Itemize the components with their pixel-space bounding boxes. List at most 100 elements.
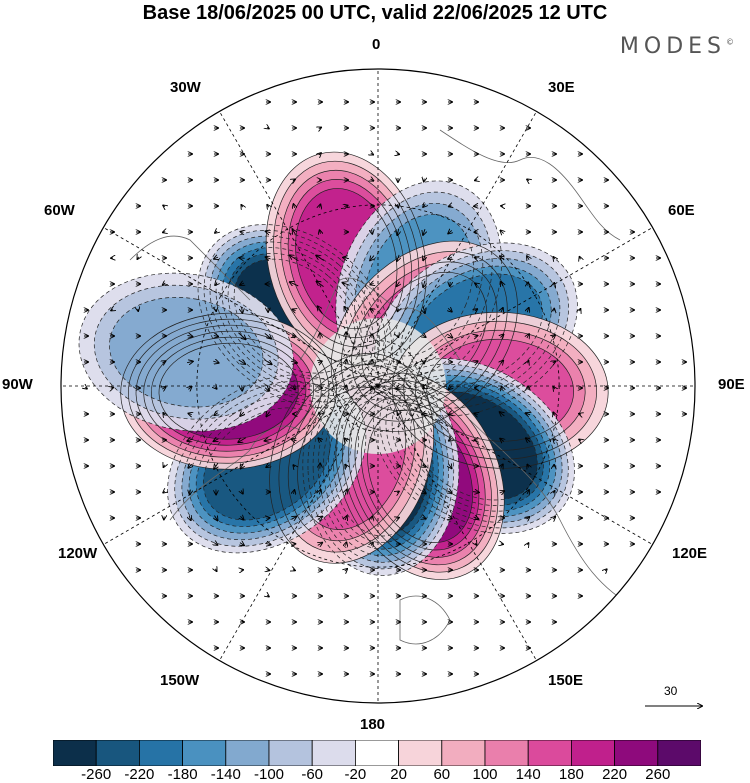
- colorbar-tick-label: -140: [210, 766, 241, 783]
- wind-vector: [372, 387, 373, 390]
- colorbar-tick-label: -100: [253, 766, 285, 783]
- wind-vector: [422, 413, 426, 414]
- wind-vector: [423, 387, 425, 388]
- colorbar-swatch: [398, 740, 443, 766]
- brand-mark: ©: [726, 37, 734, 47]
- wind-vector: [553, 491, 554, 493]
- wind-vector: [238, 332, 245, 340]
- wind-vector: [292, 439, 297, 440]
- wind-vector: [85, 387, 87, 388]
- wind-vector: [290, 361, 297, 363]
- wind-vector: [346, 386, 347, 390]
- colorbar-swatch: [441, 740, 486, 766]
- wind-vector: [294, 490, 295, 494]
- wind-vector: [474, 413, 477, 414]
- wind-vector: [398, 204, 399, 207]
- wind-vector: [345, 569, 347, 571]
- coastline: [439, 129, 621, 241]
- colorbar-tick-label: -260: [81, 766, 112, 783]
- wind-vector: [475, 180, 477, 181]
- wind-vector: [293, 230, 296, 235]
- longitude-label-120w: 120W: [58, 545, 98, 562]
- wind-vector: [527, 465, 528, 468]
- colorbar-swatch: [614, 740, 659, 766]
- wind-vector: [238, 437, 246, 443]
- colorbar: [53, 740, 701, 766]
- wind-vector: [422, 465, 425, 467]
- meridian-line: [219, 111, 379, 387]
- wind-vector: [397, 228, 398, 236]
- wind-vector: [501, 464, 503, 467]
- wind-vector: [188, 387, 191, 390]
- wind-vector: [449, 206, 452, 207]
- colorbar-swatch: [139, 740, 184, 766]
- wind-vector: [500, 256, 504, 260]
- wind-vector: [318, 517, 322, 520]
- wind-vector: [579, 439, 581, 440]
- colorbar-swatch: [182, 740, 227, 766]
- wind-vector: [345, 465, 347, 468]
- wind-vector: [372, 230, 373, 234]
- graticule: [61, 69, 695, 703]
- wind-vector: [475, 543, 476, 545]
- wind-vector: [423, 256, 425, 261]
- wind-vector: [342, 283, 350, 286]
- wind-vector: [398, 413, 399, 415]
- wind-vector: [579, 414, 581, 415]
- wind-vector: [293, 179, 295, 180]
- wind-vector: [293, 465, 294, 467]
- colorbar-tick-label: 100: [472, 766, 498, 783]
- longitude-label-120e: 120E: [672, 545, 708, 562]
- reference-vector-label: 30: [664, 684, 678, 698]
- longitude-label-180: 180: [360, 716, 386, 733]
- wind-vector: [526, 413, 530, 415]
- wind-vector: [137, 257, 138, 259]
- wind-vector: [214, 516, 217, 521]
- wind-vector: [188, 413, 191, 414]
- wind-vector: [239, 258, 245, 259]
- wind-vector: [397, 154, 399, 155]
- wind-vector: [343, 257, 350, 258]
- wind-vector: [266, 465, 270, 467]
- wind-vector: [319, 490, 320, 495]
- wind-vector: [448, 413, 451, 414]
- wind-vector: [371, 542, 373, 545]
- brand-text: MODES: [619, 34, 726, 59]
- wind-vector: [292, 517, 297, 520]
- wind-vector: [267, 595, 269, 596]
- wind-vector: [240, 516, 243, 519]
- wind-vector: [527, 179, 529, 180]
- wind-vector: [215, 543, 218, 545]
- colorbar-swatch: [53, 740, 97, 766]
- wind-vector: [163, 232, 165, 233]
- wind-vector: [346, 360, 347, 365]
- wind-vector: [448, 230, 452, 233]
- wind-vector: [267, 205, 269, 207]
- wind-vector: [448, 517, 452, 518]
- wind-vector: [214, 439, 219, 442]
- wind-vector: [318, 306, 323, 315]
- longitude-label-150w: 150W: [160, 672, 200, 689]
- wind-vector: [319, 413, 321, 415]
- wind-vector: [527, 490, 529, 494]
- wind-vector: [240, 543, 244, 546]
- colorbar-tick-label: -60: [301, 766, 324, 783]
- wind-vector: [474, 361, 477, 363]
- wind-vector: [267, 127, 269, 128]
- wind-vector: [397, 254, 399, 261]
- brand-logo: MODES©: [620, 34, 734, 59]
- wind-vector: [448, 464, 451, 469]
- wind-vector: [500, 230, 503, 233]
- wind-vector: [214, 336, 218, 337]
- wind-vector: [553, 412, 554, 415]
- wind-vector: [475, 283, 477, 284]
- wind-vector: [163, 283, 166, 285]
- wind-vector: [292, 335, 295, 336]
- wind-vector: [264, 333, 271, 338]
- wind-vector: [265, 439, 272, 441]
- wind-vector: [475, 336, 478, 337]
- colorbar-swatch: [484, 740, 529, 766]
- wind-vector: [320, 204, 321, 207]
- wind-vector: [240, 412, 244, 416]
- wind-vector: [319, 153, 321, 155]
